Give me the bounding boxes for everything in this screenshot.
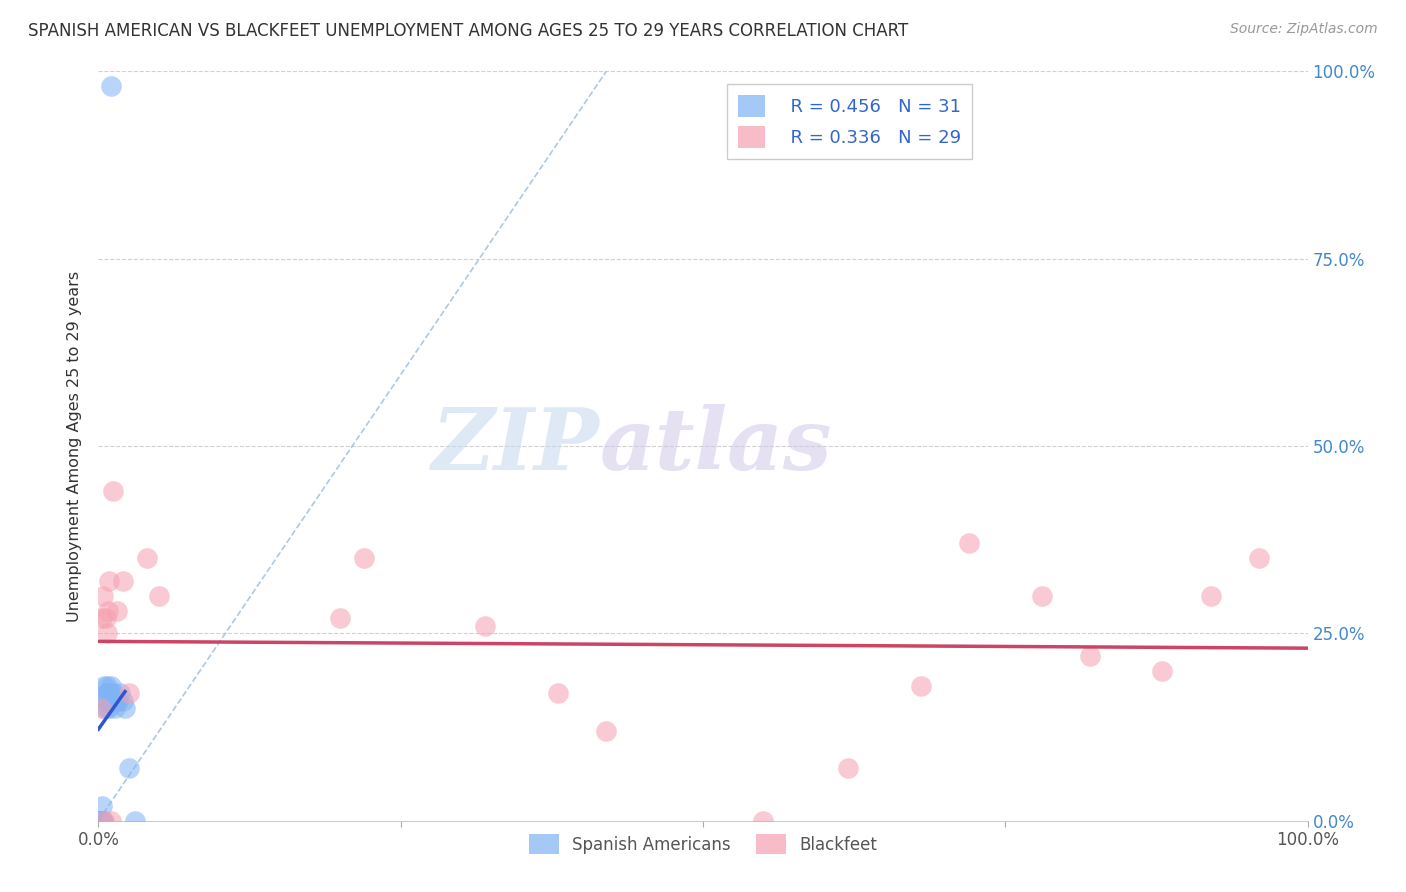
- Point: [101, 483, 124, 498]
- Point: [108, 686, 131, 700]
- Legend: Spanish Americans, Blackfeet: Spanish Americans, Blackfeet: [522, 828, 884, 861]
- Point: [98, 574, 121, 588]
- Point: [148, 589, 170, 603]
- Point: [97, 686, 120, 700]
- Point: [96, 701, 118, 715]
- Point: [94, 694, 117, 708]
- Point: [105, 694, 128, 708]
- Point: [93, 679, 115, 693]
- Point: [1249, 551, 1271, 566]
- Point: [135, 551, 157, 566]
- Point: [89, 814, 111, 828]
- Point: [118, 761, 141, 775]
- Point: [910, 679, 932, 693]
- Point: [91, 814, 114, 828]
- Point: [547, 686, 569, 700]
- Point: [100, 679, 122, 693]
- Point: [474, 619, 496, 633]
- Text: Source: ZipAtlas.com: Source: ZipAtlas.com: [1230, 22, 1378, 37]
- Point: [96, 679, 118, 693]
- Point: [1199, 589, 1222, 603]
- Point: [957, 536, 980, 550]
- Y-axis label: Unemployment Among Ages 25 to 29 years: Unemployment Among Ages 25 to 29 years: [67, 270, 83, 622]
- Point: [97, 694, 120, 708]
- Point: [752, 814, 775, 828]
- Text: ZIP: ZIP: [433, 404, 600, 488]
- Point: [94, 611, 117, 625]
- Point: [91, 814, 114, 828]
- Point: [97, 604, 120, 618]
- Text: SPANISH AMERICAN VS BLACKFEET UNEMPLOYMENT AMONG AGES 25 TO 29 YEARS CORRELATION: SPANISH AMERICAN VS BLACKFEET UNEMPLOYME…: [28, 22, 908, 40]
- Point: [100, 694, 122, 708]
- Point: [837, 761, 859, 775]
- Point: [90, 701, 112, 715]
- Point: [98, 701, 121, 715]
- Point: [94, 686, 117, 700]
- Point: [595, 723, 617, 738]
- Point: [93, 814, 115, 828]
- Point: [91, 814, 114, 828]
- Point: [353, 551, 375, 566]
- Point: [100, 79, 122, 94]
- Point: [118, 686, 141, 700]
- Point: [100, 686, 122, 700]
- Point: [101, 686, 124, 700]
- Point: [111, 574, 134, 588]
- Point: [90, 814, 112, 828]
- Point: [104, 701, 127, 715]
- Point: [105, 604, 128, 618]
- Point: [103, 694, 125, 708]
- Point: [111, 694, 134, 708]
- Point: [1031, 589, 1053, 603]
- Point: [91, 589, 114, 603]
- Point: [100, 814, 122, 828]
- Point: [93, 701, 115, 715]
- Point: [91, 798, 114, 813]
- Point: [114, 701, 136, 715]
- Point: [91, 611, 114, 625]
- Point: [107, 694, 129, 708]
- Point: [98, 686, 121, 700]
- Point: [1152, 664, 1174, 678]
- Text: atlas: atlas: [600, 404, 832, 488]
- Point: [89, 814, 111, 828]
- Point: [1078, 648, 1101, 663]
- Point: [96, 626, 118, 640]
- Point: [329, 611, 352, 625]
- Point: [124, 814, 146, 828]
